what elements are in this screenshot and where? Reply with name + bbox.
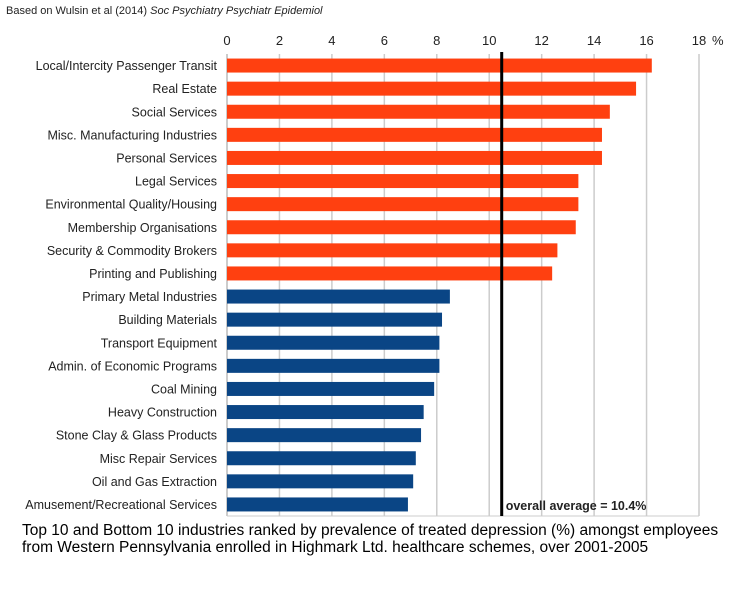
source-note: Based on Wulsin et al (2014) Soc Psychia… (6, 5, 323, 17)
x-unit-label: % (712, 33, 724, 48)
category-label: Local/Intercity Passenger Transit (36, 59, 218, 73)
category-label: Oil and Gas Extraction (92, 475, 217, 489)
x-tick-label: 14 (587, 33, 601, 48)
bar-top (227, 104, 610, 119)
bar-bottom (227, 335, 440, 350)
bar-bottom (227, 358, 440, 373)
category-label: Admin. of Economic Programs (48, 359, 217, 373)
bar-bottom (227, 405, 424, 420)
bar-top (227, 220, 576, 235)
category-label: Primary Metal Industries (82, 290, 217, 304)
bar-top (227, 150, 602, 165)
category-label: Security & Commodity Brokers (47, 244, 217, 258)
x-tick-label: 18 (692, 33, 706, 48)
x-tick-label: 6 (381, 33, 388, 48)
bar-bottom (227, 289, 450, 304)
x-tick-label: 10 (482, 33, 496, 48)
x-tick-label: 12 (534, 33, 548, 48)
bar-bottom (227, 381, 435, 396)
category-label: Legal Services (135, 175, 217, 189)
x-tick-label: 4 (328, 33, 335, 48)
bar-bottom (227, 428, 422, 443)
bar-top (227, 197, 579, 212)
bar-bottom (227, 497, 408, 512)
bar-top (227, 81, 637, 96)
bar-top (227, 127, 602, 142)
x-tick-label: 16 (639, 33, 653, 48)
bar-bottom (227, 474, 414, 489)
x-tick-label: 0 (223, 33, 230, 48)
category-label: Real Estate (152, 82, 217, 96)
category-label: Misc Repair Services (100, 452, 217, 466)
category-label: Stone Clay & Glass Products (56, 429, 217, 443)
bar-top (227, 243, 558, 258)
source-journal: Soc Psychiatry Psychiatr Epidemiol (150, 5, 323, 17)
category-label: Personal Services (116, 151, 217, 165)
average-label: overall average = 10.4% (506, 499, 647, 513)
x-tick-label: 2 (276, 33, 283, 48)
bar-top (227, 174, 579, 189)
chart-caption: Top 10 and Bottom 10 industries ranked b… (22, 522, 719, 556)
category-label: Amusement/Recreational Services (25, 498, 217, 512)
category-label: Printing and Publishing (89, 267, 217, 281)
category-label: Membership Organisations (68, 221, 217, 235)
bar-bottom (227, 451, 416, 466)
category-label: Misc. Manufacturing Industries (47, 128, 217, 142)
category-label: Social Services (132, 105, 217, 119)
category-label: Building Materials (118, 313, 217, 327)
bar-bottom (227, 312, 443, 327)
category-label: Environmental Quality/Housing (45, 198, 217, 212)
bar-top (227, 266, 553, 281)
category-label: Heavy Construction (108, 406, 217, 420)
bar-top (227, 58, 652, 73)
x-tick-label: 8 (433, 33, 440, 48)
category-label: Transport Equipment (101, 336, 218, 350)
category-label: Coal Mining (151, 382, 217, 396)
source-authors: Based on Wulsin et al (2014) (6, 5, 151, 17)
